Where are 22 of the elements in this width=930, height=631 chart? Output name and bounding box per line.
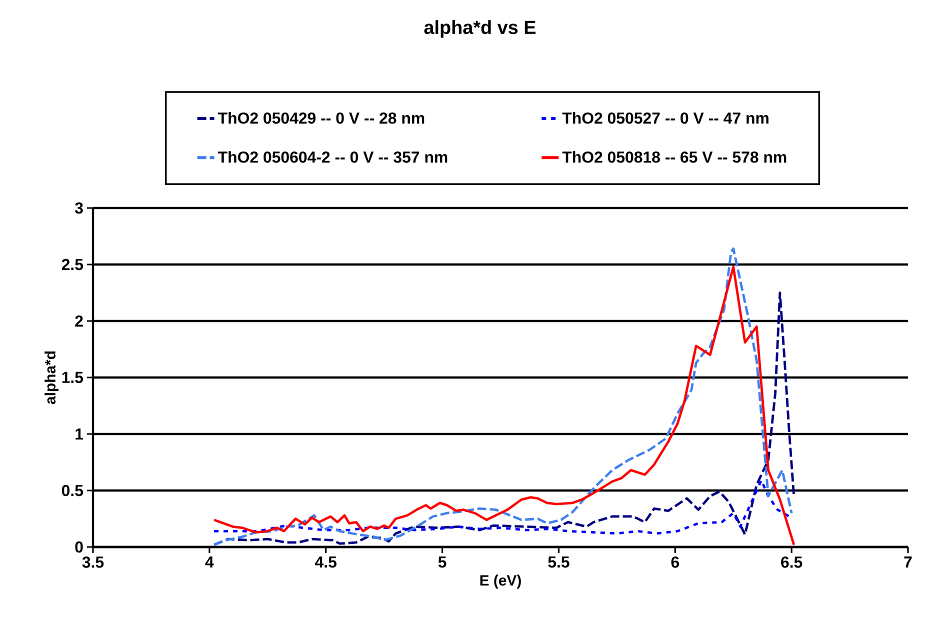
x-tick-label: 4 — [205, 556, 214, 568]
x-axis-title: E (eV) — [480, 574, 521, 589]
legend-label: ThO2 050818 -- 65 V -- 578 nm — [562, 151, 786, 163]
y-tick-label: 3 — [74, 202, 83, 214]
y-tick-label: 0.5 — [62, 484, 84, 496]
y-tick-label: 0 — [75, 541, 83, 553]
legend-label: ThO2 050429 -- 0 V -- 28 nm — [218, 112, 424, 124]
y-tick-label: 1.5 — [62, 372, 84, 384]
y-tick-label: 2 — [75, 315, 83, 327]
x-tick-label: 5.5 — [548, 556, 570, 568]
x-tick-label: 3.5 — [82, 556, 104, 568]
chart-title: alpha*d vs E — [424, 20, 536, 38]
x-tick-label: 4.5 — [315, 556, 336, 568]
y-tick-label: 2.5 — [62, 258, 84, 270]
legend-label: ThO2 050604-2 -- 0 V -- 357 nm — [218, 151, 448, 163]
y-axis-title: alpha*d — [44, 352, 58, 404]
x-tick-label: 6 — [671, 556, 679, 568]
x-tick-label: 5 — [438, 556, 446, 568]
legend-label: ThO2 050527 -- 0 V -- 47 nm — [562, 112, 768, 124]
x-tick-label: 7 — [904, 556, 912, 568]
y-tick-label: 1 — [76, 428, 84, 440]
x-tick-label: 6.5 — [781, 556, 802, 568]
